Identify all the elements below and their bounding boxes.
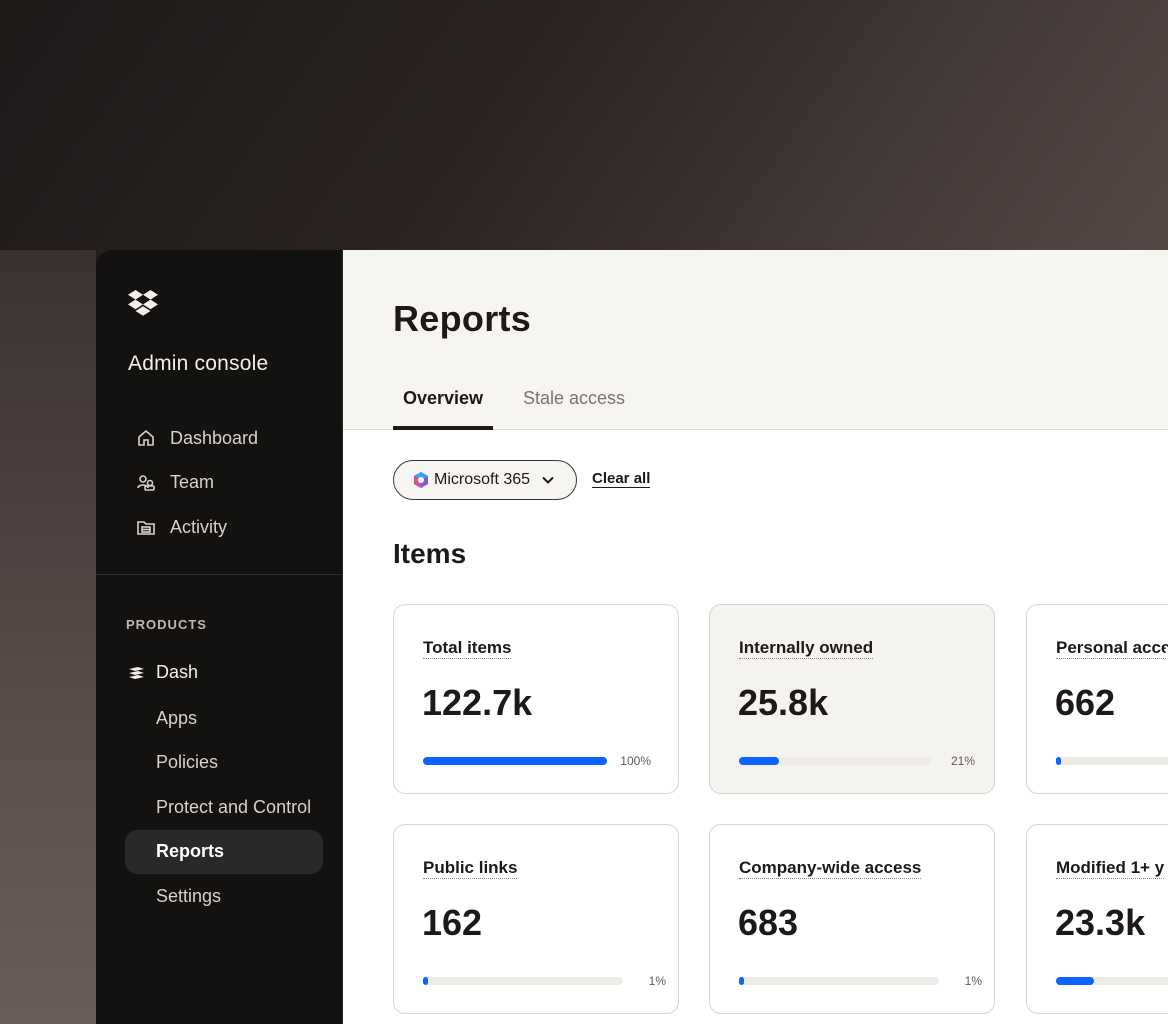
tab-stale-access[interactable]: Stale access xyxy=(523,388,626,408)
nav-item-dashboard[interactable]: Dashboard xyxy=(136,416,258,461)
app-window: Admin console Dashboard Team xyxy=(96,250,1168,1024)
main-content: Reports Overview Stale access Microsoft … xyxy=(343,250,1168,1024)
progress-percent-label: 1% xyxy=(964,974,982,988)
progress-bar-fill xyxy=(423,757,607,765)
progress-bar-fill xyxy=(739,977,744,985)
sub-item-settings[interactable]: Settings xyxy=(156,885,222,906)
metric-card-value: 162 xyxy=(422,902,483,943)
nav-item-label: Dashboard xyxy=(170,427,259,448)
product-sub-nav: Apps Policies Protect and Control Report… xyxy=(125,696,323,919)
tab-overview[interactable]: Overview xyxy=(403,388,484,408)
progress-bar-fill xyxy=(1056,977,1094,985)
progress-bar-track xyxy=(739,977,939,985)
home-icon xyxy=(138,430,154,447)
metric-card-label[interactable]: Public links xyxy=(423,858,518,879)
progress-bar-track xyxy=(423,977,623,985)
background xyxy=(0,250,96,1024)
metric-card-label[interactable]: Internally owned xyxy=(739,638,874,659)
metric-card[interactable]: Public links 162 1% xyxy=(393,824,679,1014)
metric-card-label[interactable]: Personal acce xyxy=(1056,638,1168,659)
clear-all-link[interactable]: Clear all xyxy=(592,470,651,488)
chevron-down-icon xyxy=(542,476,554,484)
console-title: Admin console xyxy=(128,352,269,375)
nav-item-activity[interactable]: Activity xyxy=(136,505,258,550)
page-header: Reports Overview Stale access xyxy=(343,250,1168,430)
nav-item-label: Team xyxy=(170,472,215,493)
sub-item-apps[interactable]: Apps xyxy=(156,707,198,728)
sub-item-protect-and-control[interactable]: Protect and Control xyxy=(156,796,312,817)
dash-icon xyxy=(129,667,144,679)
progress-bar-fill xyxy=(739,757,780,765)
progress-bar-fill xyxy=(423,977,428,985)
metric-card-value: 25.8k xyxy=(738,682,829,723)
primary-nav: Dashboard Team Activity xyxy=(136,416,258,550)
metric-card[interactable]: Internally owned 25.8k 21% xyxy=(709,604,995,794)
filter-chip-label: Microsoft 365 xyxy=(434,471,531,488)
sub-item-reports[interactable]: Reports xyxy=(125,829,323,874)
sidebar-divider xyxy=(96,574,343,575)
progress-bar-track xyxy=(1056,977,1168,985)
progress-bar-track xyxy=(423,757,607,765)
sub-item-policies[interactable]: Policies xyxy=(156,752,219,773)
product-dash[interactable]: Dash xyxy=(128,662,198,683)
page-title: Reports xyxy=(393,298,532,339)
dropbox-logo-icon[interactable] xyxy=(128,290,158,318)
progress-percent-label: 100% xyxy=(620,754,651,768)
product-dash-label: Dash xyxy=(156,662,199,682)
activity-icon xyxy=(137,521,155,536)
metric-card[interactable]: Company-wide access 683 1% xyxy=(709,824,995,1014)
progress-percent-label: 1% xyxy=(648,974,666,988)
metric-card-value: 683 xyxy=(738,902,799,943)
metric-card-value: 662 xyxy=(1055,682,1116,723)
progress-bar-fill xyxy=(1056,757,1061,765)
progress-percent-label: 21% xyxy=(950,754,975,768)
metric-card[interactable]: Personal acce 662 xyxy=(1026,604,1168,794)
nav-item-team[interactable]: Team xyxy=(136,461,258,506)
metric-card-label[interactable]: Total items xyxy=(423,638,512,659)
metric-card-label[interactable]: Company-wide access xyxy=(739,858,922,879)
progress-bar-track xyxy=(1056,757,1168,765)
metric-card-value: 122.7k xyxy=(422,682,533,723)
active-tab-indicator xyxy=(393,426,493,430)
products-heading: PRODUCTS xyxy=(126,617,207,632)
metric-card[interactable]: Total items 122.7k 100% xyxy=(393,604,679,794)
app-filter-dropdown[interactable]: Microsoft 365 xyxy=(393,460,577,500)
sidebar: Admin console Dashboard Team xyxy=(96,250,343,1024)
metric-card-label[interactable]: Modified 1+ y xyxy=(1056,858,1165,879)
progress-bar-track xyxy=(739,757,931,765)
items-section-title: Items xyxy=(393,538,467,569)
team-icon xyxy=(137,474,155,491)
nav-item-label: Activity xyxy=(170,516,228,537)
metric-card[interactable]: Modified 1+ y 23.3k xyxy=(1026,824,1168,1014)
metric-card-value: 23.3k xyxy=(1055,902,1146,943)
microsoft-365-icon xyxy=(414,472,428,488)
